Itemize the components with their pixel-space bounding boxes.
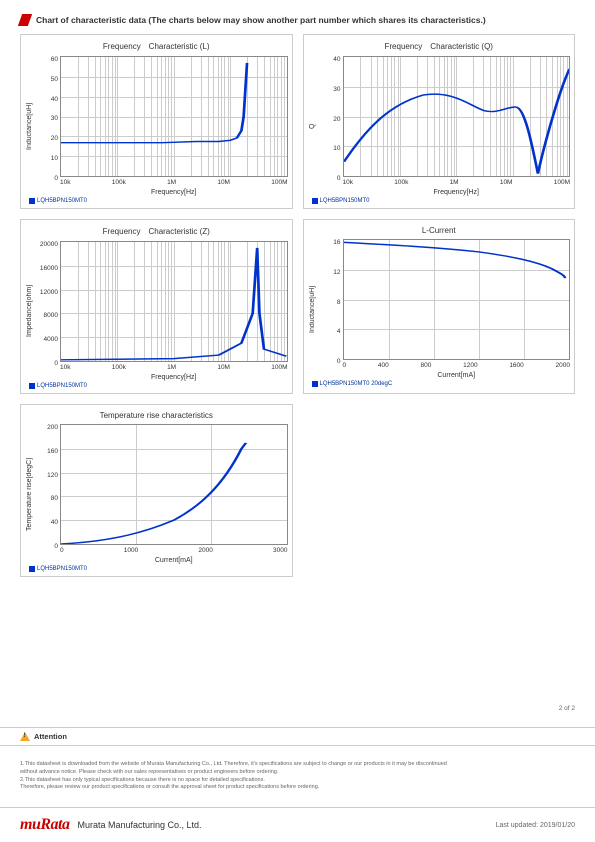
- data-line: [61, 248, 287, 360]
- y-axis-ticks: 200 160 120 80 40 0: [34, 424, 60, 564]
- charts-grid: Frequency Characteristic (L) Inductance[…: [0, 34, 595, 577]
- legend-marker-icon: [29, 198, 35, 204]
- chart-l-current: L-Current Inductance[uH] 16 12 8 4 0 0 4…: [303, 219, 576, 394]
- y-axis-ticks: 40 30 20 10 0: [317, 56, 343, 196]
- legend-marker-icon: [312, 381, 318, 387]
- legend: LQH5BPN150MT0: [25, 198, 288, 204]
- legend: LQH5BPN150MT0 20degC: [308, 381, 571, 387]
- x-axis-label: Frequency[Hz]: [60, 374, 288, 381]
- header: Chart of characteristic data (The charts…: [0, 0, 595, 34]
- legend: LQH5BPN150MT0: [308, 198, 571, 204]
- y-axis-ticks: 60 50 40 30 20 10 0: [34, 56, 60, 196]
- footer: muRata Murata Manufacturing Co., Ltd. La…: [0, 807, 595, 842]
- chart-title: Temperature rise characteristics: [25, 411, 288, 420]
- y-axis-ticks: 20000 16000 12000 8000 4000 0: [34, 241, 60, 381]
- warning-icon: [20, 732, 30, 741]
- plot-area: [343, 56, 571, 177]
- last-updated: Last updated: 2019/01/20: [496, 822, 575, 829]
- data-line: [344, 69, 570, 174]
- data-line: [61, 63, 247, 143]
- murata-logo: muRata: [20, 816, 69, 834]
- x-axis-ticks: 0 1000 2000 3000: [60, 545, 288, 557]
- chart-title: Frequency Characteristic (L): [25, 41, 288, 52]
- legend: LQH5BPN150MT0: [25, 566, 288, 572]
- plot-area: [60, 424, 288, 545]
- y-axis-label: Q: [308, 56, 317, 196]
- header-title: Chart of characteristic data (The charts…: [36, 15, 486, 25]
- y-axis-label: Inductance[uH]: [25, 56, 34, 196]
- chart-temp-rise: Temperature rise characteristics Tempera…: [20, 404, 293, 577]
- x-axis-ticks: 10k 100k 1M 10M 100M: [60, 177, 288, 189]
- x-axis-ticks: 10k 100k 1M 10M 100M: [60, 362, 288, 374]
- plot-area: [343, 239, 571, 360]
- legend-marker-icon: [29, 566, 35, 572]
- y-axis-label: Temperature rise[degC]: [25, 424, 34, 564]
- x-axis-label: Current[mA]: [343, 372, 571, 379]
- chart-freq-z: Frequency Characteristic (Z) Impedance[o…: [20, 219, 293, 394]
- chart-freq-q: Frequency Characteristic (Q) Q 40 30 20 …: [303, 34, 576, 209]
- x-axis-label: Frequency[Hz]: [343, 189, 571, 196]
- y-axis-ticks: 16 12 8 4 0: [317, 239, 343, 379]
- plot-area: [60, 56, 288, 177]
- legend-marker-icon: [312, 198, 318, 204]
- legend: LQH5BPN150MT0: [25, 383, 288, 389]
- data-line: [61, 443, 246, 544]
- page-number: 2 of 2: [559, 705, 575, 712]
- x-axis-ticks: 0 400 800 1200 1600 2000: [343, 360, 571, 372]
- attention-label: Attention: [34, 732, 67, 741]
- x-axis-label: Frequency[Hz]: [60, 189, 288, 196]
- x-axis-ticks: 10k 100k 1M 10M 100M: [343, 177, 571, 189]
- data-line: [344, 242, 565, 278]
- plot-area: [60, 241, 288, 362]
- legend-marker-icon: [29, 383, 35, 389]
- y-axis-label: Impedance[ohm]: [25, 241, 34, 381]
- chart-title: Frequency Characteristic (Q): [308, 41, 571, 52]
- attention-text: 1.This datasheet is downloaded from the …: [20, 761, 575, 792]
- company-name: Murata Manufacturing Co., Ltd.: [77, 820, 201, 830]
- chart-title: Frequency Characteristic (Z): [25, 226, 288, 237]
- chart-title: L-Current: [308, 226, 571, 235]
- y-axis-label: Inductance[uH]: [308, 239, 317, 379]
- header-accent-icon: [18, 14, 32, 26]
- chart-freq-l: Frequency Characteristic (L) Inductance[…: [20, 34, 293, 209]
- attention-bar: Attention: [0, 727, 595, 746]
- x-axis-label: Current[mA]: [60, 557, 288, 564]
